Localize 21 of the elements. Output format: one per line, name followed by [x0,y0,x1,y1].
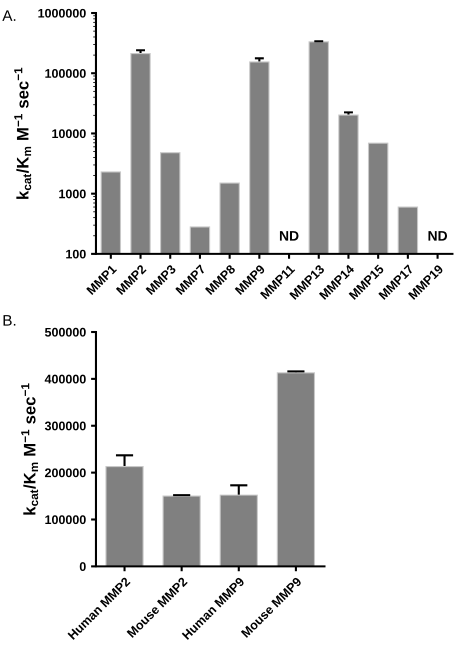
annotation: ND [428,231,448,241]
chart-title: A. [2,10,16,21]
y-axis-title: k$_{cat}$/K$_{m}$ M$^{−1}$ sec$^{−1}$ [21,383,38,515]
bar [162,496,201,566]
y-tick-label: 100000 [45,515,86,524]
y-tick-label: 0 [80,562,86,572]
y-tick-label: 1000 [59,189,86,198]
y-tick-label: 300000 [44,422,86,430]
bar [276,372,316,566]
chart-title: B. [4,315,16,326]
annotation: ND [280,231,298,241]
y-tick-label: 10000 [52,129,86,138]
y-tick-label: 400000 [44,374,86,384]
y-tick-label: 1000000 [38,8,86,18]
y-tick-label: 500000 [44,328,86,337]
bar [105,466,144,566]
y-tick-label: 200000 [44,468,86,478]
y-tick-label: 100000 [45,69,86,78]
y-axis-title: k$_{cat}$/K$_{m}$ M$^{−1}$ sec$^{−1}$ [14,68,32,199]
bar [220,494,258,566]
y-tick-label: 100 [66,250,86,259]
